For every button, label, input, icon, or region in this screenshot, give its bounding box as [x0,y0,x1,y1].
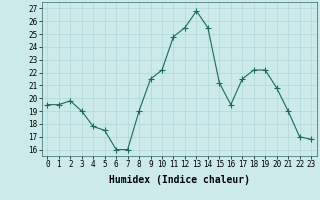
X-axis label: Humidex (Indice chaleur): Humidex (Indice chaleur) [109,175,250,185]
